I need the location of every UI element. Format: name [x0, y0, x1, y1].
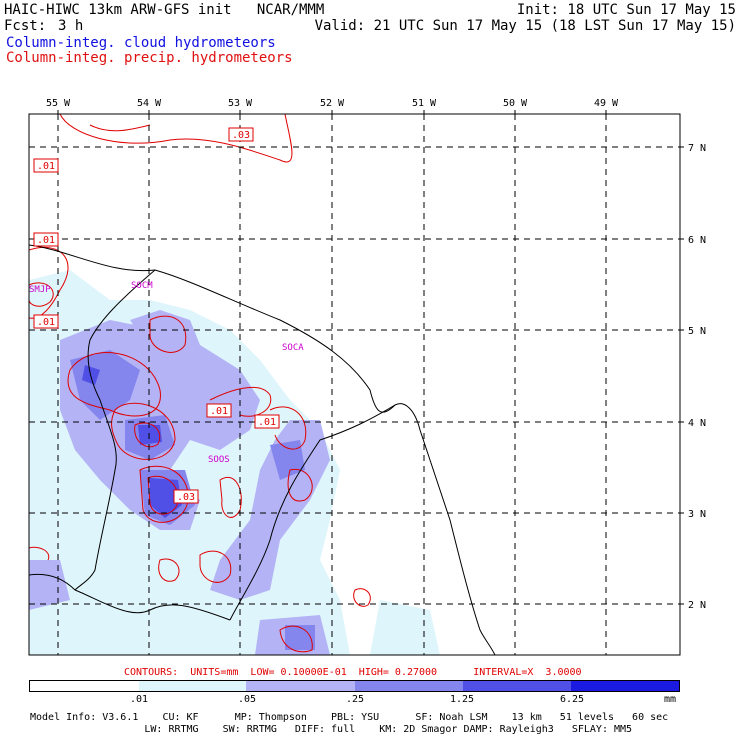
- colorbar-seg: [246, 681, 356, 691]
- contour-label: .01: [258, 417, 276, 428]
- contour-label: .03: [232, 130, 250, 141]
- station-label: SOCA: [282, 343, 304, 353]
- lon-label: 50 W: [503, 98, 528, 109]
- contour-label: .01: [210, 406, 228, 417]
- lat-label: 4 N: [688, 418, 706, 429]
- graticule: [29, 114, 680, 655]
- forecast-value: 3 h: [58, 18, 84, 34]
- tick-marks: [57, 110, 684, 605]
- lat-label: 6 N: [688, 235, 706, 246]
- init-time: Init: 18 UTC Sun 17 May 15: [516, 2, 736, 18]
- field1-label: Column-integ. cloud hydrometeors: [6, 35, 276, 51]
- contour-info: CONTOURS: UNITS=mm LOW= 0.10000E-01 HIGH…: [124, 667, 582, 678]
- contour-label: .01: [37, 161, 55, 172]
- station-label: SOOS: [208, 455, 230, 465]
- contour-label: .01: [37, 235, 55, 246]
- valid-time: Valid: 21 UTC Sun 17 May 15 (18 LST Sun …: [314, 18, 736, 34]
- model-info-line2: LW: RRTMG SW: RRTMG DIFF: full KM: 2D Sm…: [30, 724, 633, 735]
- colorbar: [29, 680, 680, 692]
- colorbar-tick: .25: [346, 694, 365, 705]
- coastlines-borders: [29, 244, 496, 655]
- lon-label: 55 W: [46, 98, 71, 109]
- lon-label: 53 W: [228, 98, 253, 109]
- colorbar-tick: 1.25: [450, 694, 475, 705]
- colorbar-tick: .01: [130, 694, 149, 705]
- lon-label: 49 W: [594, 98, 619, 109]
- colorbar-seg: [30, 681, 139, 691]
- lon-label: 51 W: [412, 98, 437, 109]
- colorbar-tick: .05: [238, 694, 257, 705]
- lat-label: 2 N: [688, 600, 706, 611]
- colorbar-units: mm: [664, 694, 677, 705]
- field2-label: Column-integ. precip. hydrometeors: [6, 50, 293, 66]
- lon-label: 54 W: [137, 98, 162, 109]
- lon-label: 52 W: [320, 98, 345, 109]
- colorbar-seg: [571, 681, 680, 691]
- colorbar-tick: 6.25: [560, 694, 585, 705]
- station-label: SOCM: [131, 281, 153, 291]
- colorbar-seg: [355, 681, 463, 691]
- lat-label: 3 N: [688, 509, 706, 520]
- lat-label: 7 N: [688, 143, 706, 154]
- colorbar-seg: [138, 681, 247, 691]
- forecast-label: Fcst:: [4, 18, 47, 34]
- model-info-line1: Model Info: V3.6.1 CU: KF MP: Thompson P…: [30, 712, 669, 723]
- contour-label: .03: [177, 492, 195, 503]
- map-frame: [28, 113, 681, 656]
- map-fill: [29, 114, 496, 655]
- contour-label: .01: [37, 317, 55, 328]
- colorbar-seg: [462, 681, 572, 691]
- station-label: SMJP: [29, 285, 51, 295]
- lat-label: 5 N: [688, 326, 706, 337]
- plot-title: HAIC-HIWC 13km ARW-GFS init NCAR/MMM: [4, 2, 325, 18]
